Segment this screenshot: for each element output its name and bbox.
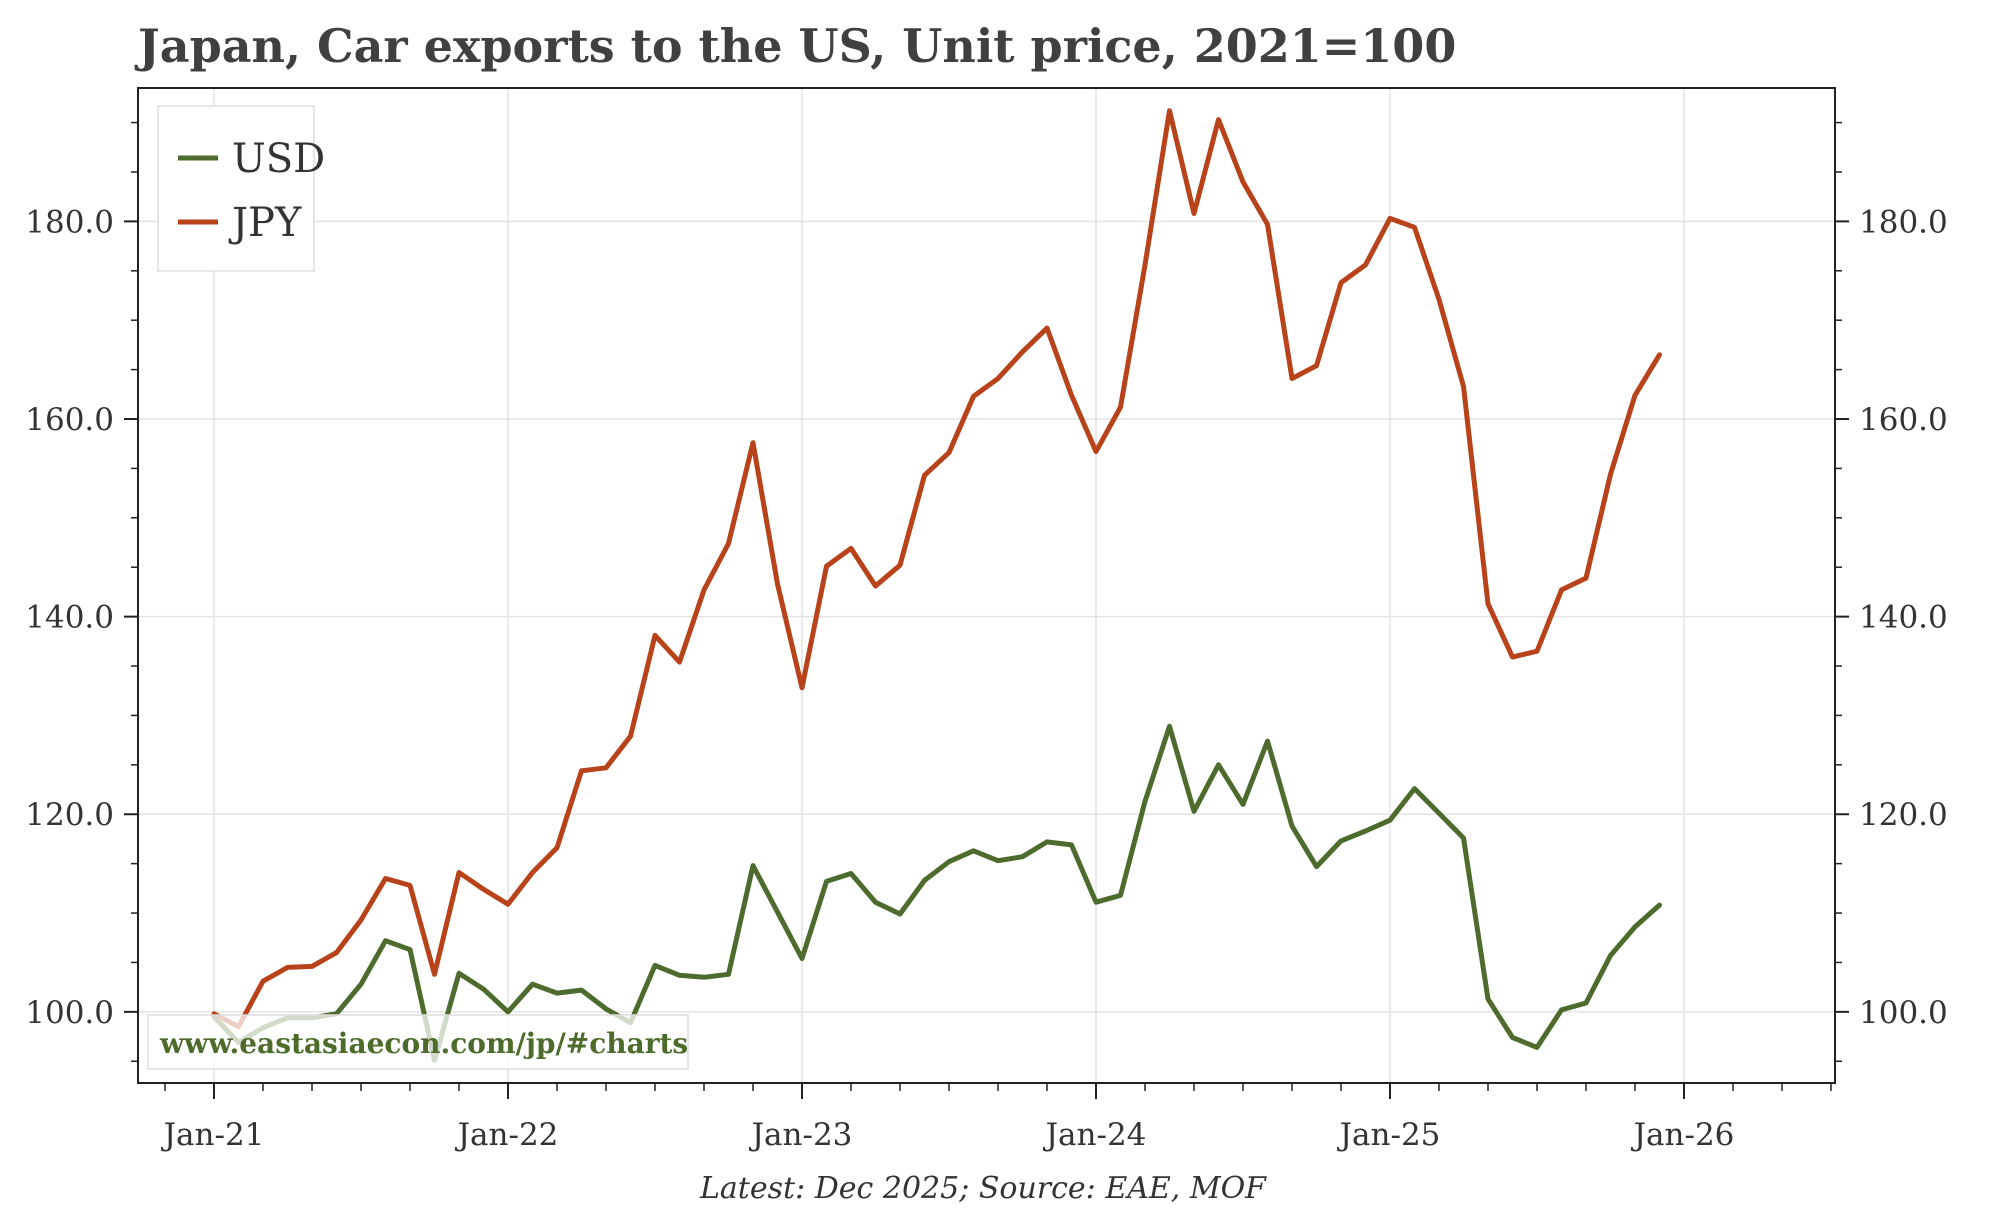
axis-ticks [124,121,1849,1099]
x-tick-label: Jan-21 [161,1117,265,1153]
y-tick-label-left: 120.0 [25,797,114,833]
chart-footer: Latest: Dec 2025; Source: EAE, MOF [699,1171,1267,1206]
y-axis-right: 100.0 120.0 140.0 160.0 180.0 [1859,204,1948,1030]
x-tick-label: Jan-24 [1043,1117,1147,1153]
y-tick-label-right: 120.0 [1859,797,1948,833]
y-axis-left: 100.0 120.0 140.0 160.0 180.0 [25,204,114,1030]
series-line-usd [211,723,1662,1063]
y-tick-label-left: 100.0 [25,995,114,1031]
chart-title: Japan, Car exports to the US, Unit price… [134,19,1456,73]
series-line-jpy [211,108,1662,1030]
y-tick-label-right: 160.0 [1859,402,1948,438]
legend: USD JPY [157,105,325,272]
y-tick-label-left: 180.0 [25,204,114,240]
gridlines [138,88,1835,1083]
y-tick-label-left: 140.0 [25,600,114,636]
y-tick-label-right: 180.0 [1859,204,1948,240]
legend-box [157,105,315,272]
legend-label-jpy: JPY [228,200,302,246]
watermark-text[interactable]: www.eastasiaecon.com/jp/#charts [159,1027,688,1060]
series [211,108,1662,1063]
watermark-box [147,1014,689,1070]
watermark: www.eastasiaecon.com/jp/#charts [147,1014,689,1070]
y-tick-label-right: 140.0 [1859,600,1948,636]
legend-label-usd: USD [232,136,325,182]
x-tick-label: Jan-23 [749,1117,853,1153]
y-tick-label-right: 100.0 [1859,995,1948,1031]
plot-area [137,87,1836,1084]
x-tick-label: Jan-26 [1631,1117,1735,1153]
y-tick-label-left: 160.0 [25,402,114,438]
x-tick-label: Jan-22 [455,1117,559,1153]
x-tick-label: Jan-25 [1337,1117,1441,1153]
x-axis: Jan-21 Jan-22 Jan-23 Jan-24 Jan-25 Jan-26 [161,1117,1735,1153]
